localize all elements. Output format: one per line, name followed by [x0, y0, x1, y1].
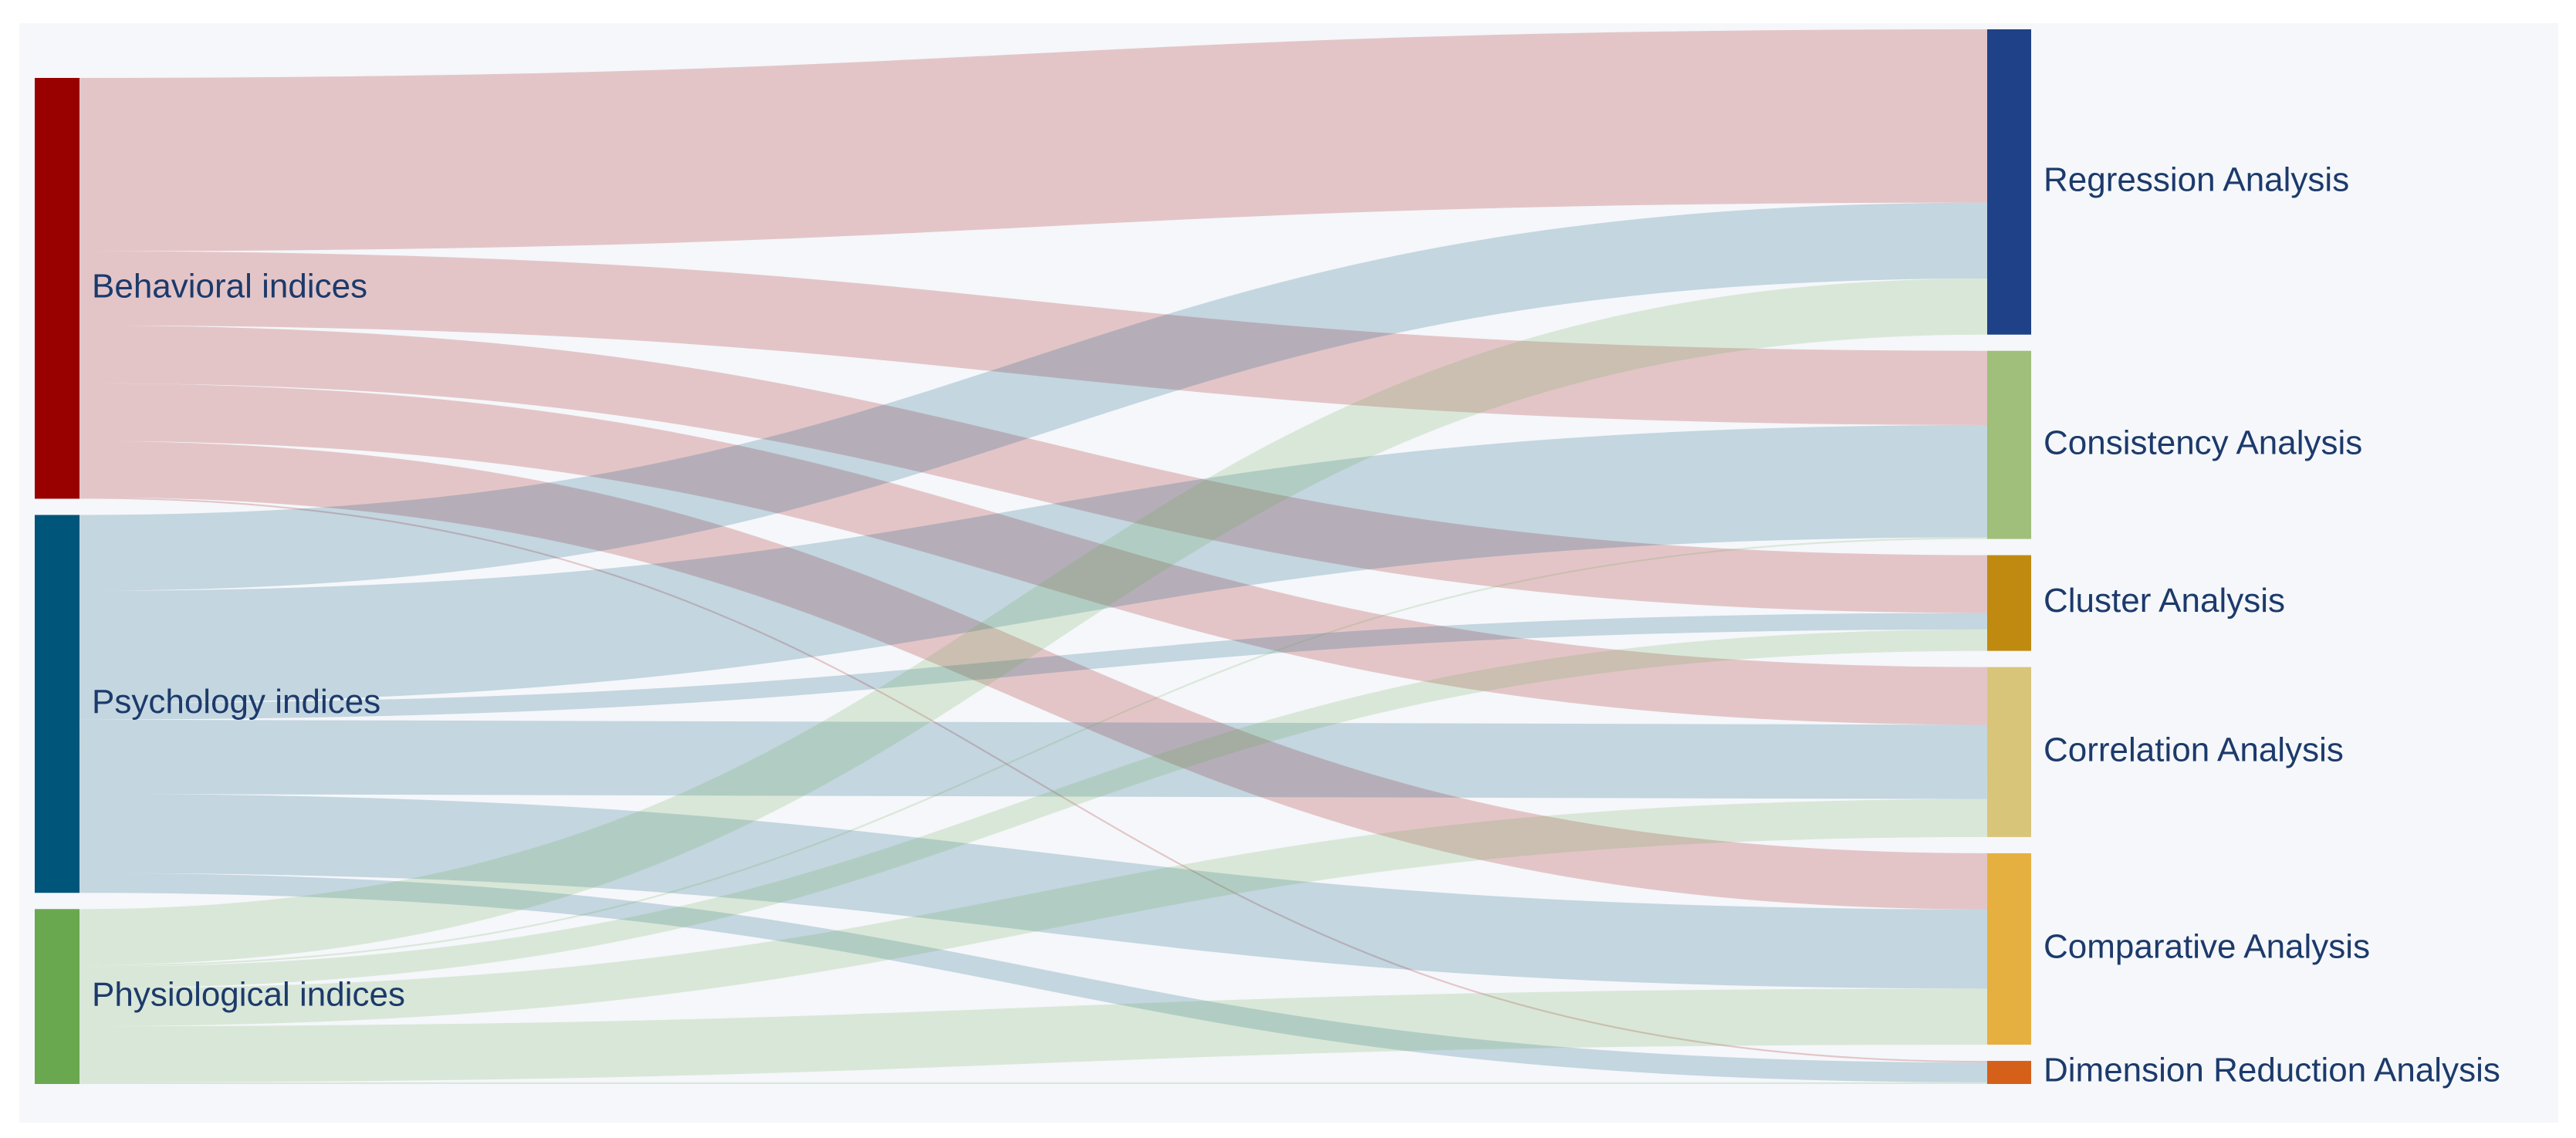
links [79, 29, 1988, 1084]
link [79, 497, 1988, 1063]
node-label: Consistency Analysis [2044, 424, 2362, 461]
node [35, 78, 79, 499]
link [79, 629, 1988, 988]
link [79, 325, 1988, 613]
node [1987, 29, 2031, 335]
node [1987, 555, 2031, 651]
link [79, 441, 1988, 910]
plot-background [19, 23, 2558, 1123]
node-label: Physiological indices [92, 975, 405, 1013]
link [79, 873, 1988, 1082]
node [1987, 350, 2031, 539]
link [79, 799, 1988, 1027]
link [79, 278, 1988, 965]
node [1987, 1061, 2031, 1084]
link [79, 29, 1988, 252]
node-label: Regression Analysis [2044, 160, 2349, 198]
node [1987, 667, 2031, 837]
link [79, 613, 1988, 720]
link [79, 383, 1988, 725]
node [35, 909, 79, 1084]
link [79, 793, 1988, 989]
node-label: Psychology indices [92, 683, 380, 721]
node [1987, 853, 2031, 1045]
node [35, 515, 79, 893]
node-label: Comparative Analysis [2044, 928, 2370, 966]
link [79, 719, 1988, 799]
link [79, 537, 1988, 967]
link [79, 988, 1988, 1082]
node-label: Dimension Reduction Analysis [2044, 1052, 2500, 1089]
link [79, 251, 1988, 425]
link [79, 202, 1988, 591]
link [79, 424, 1988, 704]
node-label: Correlation Analysis [2044, 731, 2344, 768]
nodes: Behavioral indices Psychology indices Phys… [35, 29, 2500, 1089]
node-label: Cluster Analysis [2044, 582, 2285, 620]
node-label: Behavioral indices [92, 267, 367, 305]
